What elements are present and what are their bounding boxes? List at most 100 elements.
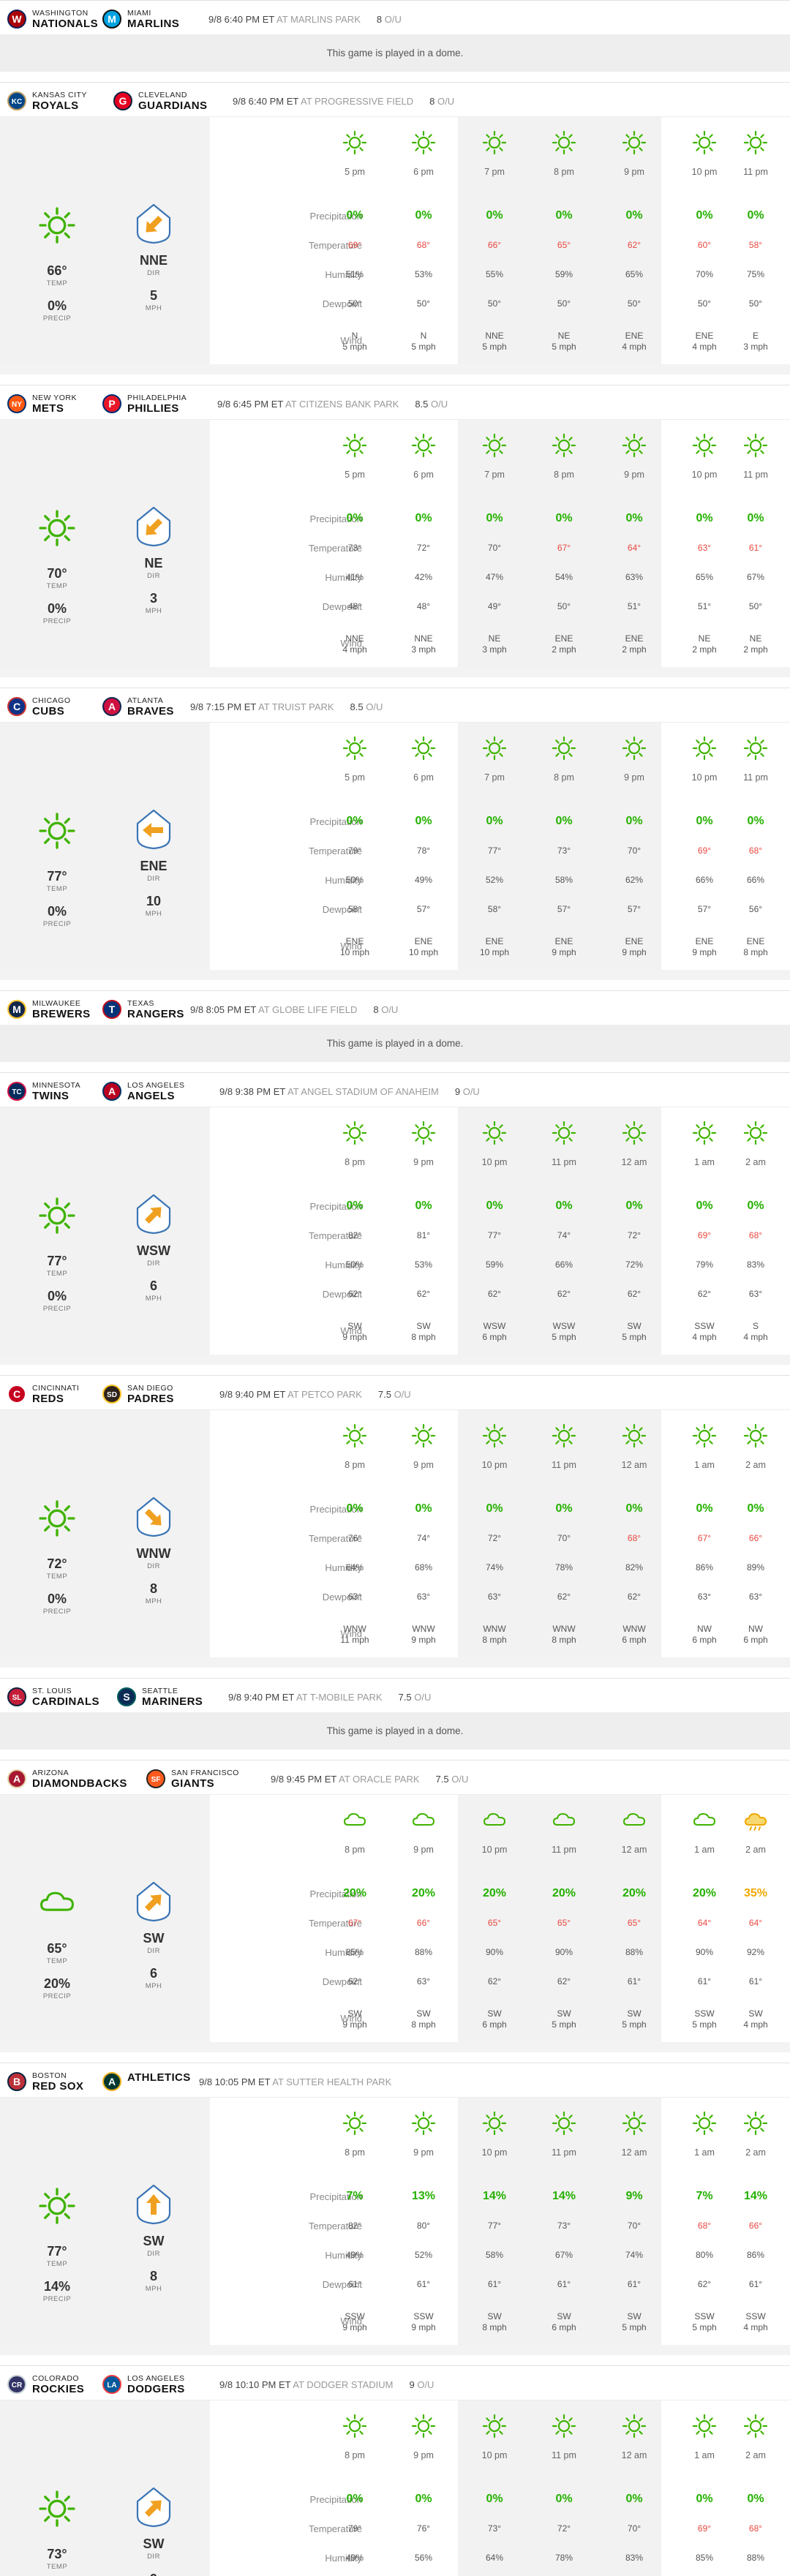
temp-value: 64° xyxy=(697,1918,712,1928)
wind-speed: 10 mph xyxy=(479,947,510,957)
current-precip: 0% xyxy=(47,298,67,313)
mph-label: MPH xyxy=(145,1597,162,1605)
wind-dir: NE xyxy=(557,331,571,341)
team-name: WASHINGTON NATIONALS xyxy=(32,9,98,30)
precip-value: 20% xyxy=(482,1887,507,1899)
wind-value: SW 9 mph xyxy=(320,1321,390,1343)
hour-label: 7 pm xyxy=(484,167,505,177)
dewpoint-value: 61° xyxy=(627,2279,642,2289)
row-label-precipitation: Precipitation xyxy=(309,1888,362,1899)
game-header: TC MINNESOTA TWINS A LOS ANGELES ANGELS 9/8 9:… xyxy=(0,1072,790,1107)
hour-label: 10 pm xyxy=(481,2147,508,2158)
sun-icon xyxy=(552,433,576,458)
precip-value: 0% xyxy=(346,1502,364,1515)
sun-icon xyxy=(743,2414,768,2438)
wind-value: WNW 8 mph xyxy=(459,1624,530,1646)
precip-value: 7% xyxy=(696,2190,713,2202)
hour-label: 9 pm xyxy=(413,1157,434,1167)
wind-speed: 2 mph xyxy=(622,644,647,655)
mph-label: MPH xyxy=(145,304,162,312)
dewpoint-value: 57° xyxy=(416,904,431,914)
current-temp: 65° xyxy=(47,1941,67,1956)
game-card: M MILWAUKEE BREWERS T TEXAS RANGERS 9/8 8:05 P… xyxy=(0,990,790,1062)
temp-value: 66° xyxy=(748,1533,763,1543)
cloud-icon xyxy=(622,1808,647,1833)
sun-icon xyxy=(482,130,507,155)
humidity-value: 67% xyxy=(746,572,765,582)
dewpoint-value: 62° xyxy=(627,1289,642,1299)
dewpoint-value: 63° xyxy=(347,1592,362,1602)
dewpoint-value: 61° xyxy=(627,1976,642,1986)
current-wind-speed: 8 xyxy=(149,2269,157,2283)
svg-text:A: A xyxy=(13,1773,20,1785)
humidity-value: 66% xyxy=(695,875,714,885)
wind-dir: SSW xyxy=(694,2008,715,2019)
dir-label: DIR xyxy=(147,1947,160,1955)
sun-icon xyxy=(38,509,76,547)
svg-text:C: C xyxy=(13,1388,20,1400)
dewpoint-value: 50° xyxy=(748,601,763,611)
row-label-temperature: Temperature xyxy=(309,1533,362,1544)
sun-icon xyxy=(743,1423,768,1448)
wind-speed: 5 mph xyxy=(692,2019,717,2030)
current-summary xyxy=(0,2098,210,2345)
wind-dir: SSW xyxy=(745,2311,766,2321)
diamondbacks-logo-icon: A xyxy=(7,1769,26,1788)
team-nickname: ATHLETICS xyxy=(127,2071,191,2084)
weather-panel: 70° TEMP 0% PRECIP NE DIR 3 MPH Precipitation Tem… xyxy=(0,420,790,677)
hour-label: 8 pm xyxy=(345,1845,365,1855)
hour-label: 12 am xyxy=(621,2450,647,2460)
weather-panel: 77° TEMP 0% PRECIP ENE DIR 10 MPH Precipitation T… xyxy=(0,723,790,980)
team-city: ST. LOUIS xyxy=(32,1687,72,1695)
dewpoint-value: 62° xyxy=(557,1976,571,1986)
team-city: CLEVELAND xyxy=(138,91,187,99)
over-under: 8 O/U xyxy=(429,96,454,107)
temp-value: 72° xyxy=(557,2523,571,2534)
game-header: A ARIZONA DIAMONDBACKS SF SAN FRANCISCO GIANT… xyxy=(0,1760,790,1795)
precip-value: 14% xyxy=(482,2190,507,2202)
over-under: 7.5 O/U xyxy=(399,1692,432,1703)
wind-value: SW 6 mph xyxy=(529,2311,599,2333)
late-hours-shade xyxy=(458,420,661,667)
humidity-value: 42% xyxy=(414,572,433,582)
team-name: COLORADO ROCKIES xyxy=(32,2374,84,2395)
team-nickname: DIAMONDBACKS xyxy=(32,1777,127,1790)
sun-icon xyxy=(482,2414,507,2438)
wind-dir: SW xyxy=(487,2311,502,2321)
dewpoint-value: 62° xyxy=(697,1289,712,1299)
temp-value: 74° xyxy=(557,1230,571,1240)
sun-icon xyxy=(692,736,717,761)
team-city: BOSTON xyxy=(32,2071,67,2080)
svg-text:TC: TC xyxy=(12,1088,21,1096)
row-label-humidity: Humidity xyxy=(325,572,362,583)
temp-value: 68° xyxy=(748,1230,763,1240)
row-label-precipitation: Precipitation xyxy=(309,2191,362,2202)
wind-value: ENE 8 mph xyxy=(721,936,790,958)
row-label-humidity: Humidity xyxy=(325,1947,362,1958)
wind-speed: 5 mph xyxy=(411,342,436,352)
temp-label: TEMP xyxy=(46,1957,68,1965)
temp-value: 77° xyxy=(487,1230,502,1240)
over-under: 7.5 O/U xyxy=(378,1389,411,1400)
humidity-value: 41% xyxy=(345,572,364,582)
over-under-label: O/U xyxy=(417,2379,434,2390)
over-under-value: 7.5 xyxy=(377,1389,391,1400)
temp-value: 73° xyxy=(487,2523,502,2534)
ballpark: AT ORACLE PARK xyxy=(339,1774,420,1785)
temp-value: 76° xyxy=(416,2523,431,2534)
precip-value: 0% xyxy=(346,209,364,222)
precip-value: 0% xyxy=(747,815,764,827)
team-name: PHILADELPHIA PHILLIES xyxy=(127,393,187,415)
row-label-wind: Wind xyxy=(340,1628,362,1639)
current-summary xyxy=(0,420,210,667)
humidity-value: 78% xyxy=(554,1562,573,1573)
temp-label: TEMP xyxy=(46,1573,68,1581)
temp-value: 65° xyxy=(557,1918,571,1928)
temp-value: 64° xyxy=(627,543,642,553)
wind-dir: WNW xyxy=(412,1624,435,1634)
ballpark: AT GLOBE LIFE FIELD xyxy=(258,1004,358,1015)
wind-dir: ENE xyxy=(414,936,433,946)
current-summary xyxy=(0,1107,210,1355)
wind-direction-icon xyxy=(135,1496,172,1537)
